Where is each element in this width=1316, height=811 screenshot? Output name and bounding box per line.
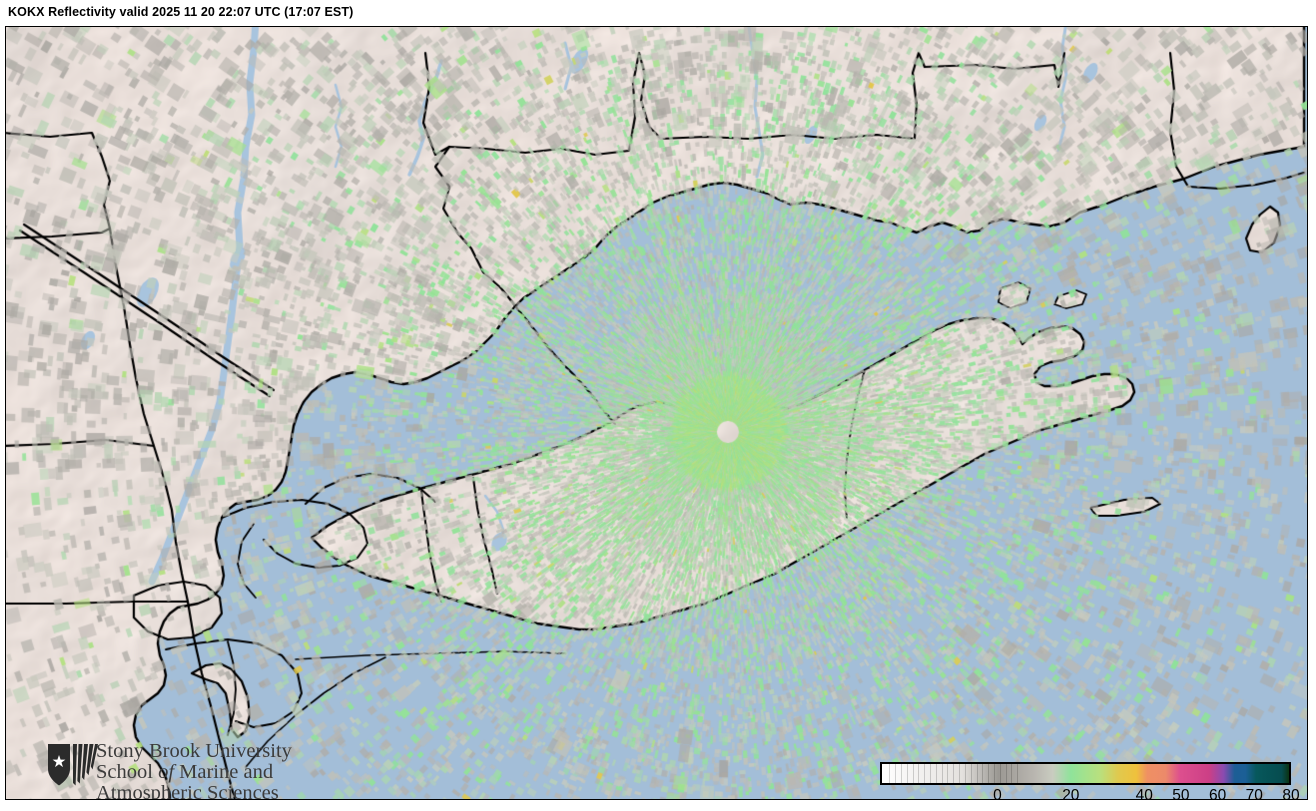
colorbar-tick-label: 50 xyxy=(1172,787,1190,800)
page-title: KOKX Reflectivity valid 2025 11 20 22:07… xyxy=(8,5,354,19)
radar-map-frame[interactable]: 0 20 40 50 60 70 80 Stony Brook University Sch… xyxy=(5,26,1308,800)
colorbar-gradient-box xyxy=(880,762,1291,785)
colorbar-tick-label: 20 xyxy=(1062,787,1080,800)
colorbar-tick-label: 0 xyxy=(993,787,1002,800)
colorbar-tick-label: 80 xyxy=(1282,787,1300,800)
colorbar: 0 20 40 50 60 70 80 xyxy=(875,757,1300,800)
colorbar-tick-label: 70 xyxy=(1245,787,1263,800)
colorbar-gradient xyxy=(882,764,1289,783)
colorbar-tick-label: 40 xyxy=(1135,787,1153,800)
title-bar: KOKX Reflectivity valid 2025 11 20 22:07… xyxy=(0,0,1316,26)
colorbar-tick-label: 60 xyxy=(1208,787,1227,800)
basemap-canvas xyxy=(6,27,1307,799)
